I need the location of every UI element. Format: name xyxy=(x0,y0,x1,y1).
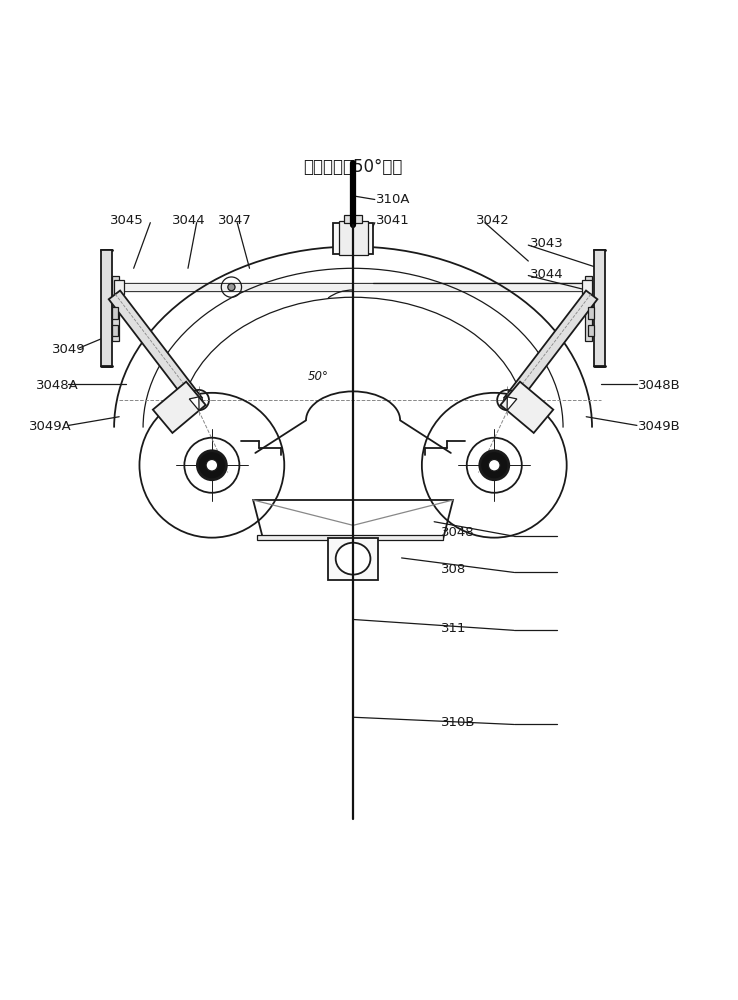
Text: 3041: 3041 xyxy=(376,214,410,227)
Circle shape xyxy=(503,396,511,404)
Text: 3043: 3043 xyxy=(530,237,564,250)
Text: 3049A: 3049A xyxy=(29,420,72,433)
Bar xyxy=(328,538,379,580)
Text: 3042: 3042 xyxy=(476,214,510,227)
Bar xyxy=(101,250,112,366)
Bar xyxy=(588,307,594,319)
Polygon shape xyxy=(507,397,517,411)
Text: 屏蔽体张开50°状态: 屏蔽体张开50°状态 xyxy=(303,158,403,176)
Circle shape xyxy=(206,459,218,471)
Bar xyxy=(114,280,124,294)
Text: 3048A: 3048A xyxy=(36,379,79,392)
Bar xyxy=(333,223,373,254)
Polygon shape xyxy=(500,382,554,433)
Text: 3049B: 3049B xyxy=(638,420,681,433)
Bar xyxy=(594,250,605,366)
Bar xyxy=(112,325,118,336)
Polygon shape xyxy=(108,291,202,406)
Bar xyxy=(584,276,592,341)
Text: 3048: 3048 xyxy=(441,526,475,539)
Text: 3047: 3047 xyxy=(218,214,252,227)
Text: 310B: 310B xyxy=(441,716,476,729)
Text: 311: 311 xyxy=(441,622,467,635)
Bar xyxy=(588,325,594,336)
Polygon shape xyxy=(189,397,199,411)
Bar xyxy=(582,280,592,294)
Polygon shape xyxy=(153,382,206,433)
Bar xyxy=(112,307,118,319)
Text: 3044: 3044 xyxy=(530,268,563,281)
Text: 310A: 310A xyxy=(376,193,411,206)
Text: 3044: 3044 xyxy=(172,214,206,227)
Bar xyxy=(257,535,443,540)
Text: 3045: 3045 xyxy=(110,214,143,227)
Bar xyxy=(112,276,119,341)
Text: 3049: 3049 xyxy=(52,343,86,356)
Polygon shape xyxy=(114,283,592,291)
Circle shape xyxy=(196,396,202,404)
Circle shape xyxy=(197,451,227,480)
Text: 308: 308 xyxy=(441,563,466,576)
Circle shape xyxy=(228,283,235,291)
Bar xyxy=(339,221,368,255)
Text: 3048B: 3048B xyxy=(638,379,681,392)
Polygon shape xyxy=(504,291,598,406)
Text: 50°: 50° xyxy=(308,370,328,383)
Bar xyxy=(345,215,362,223)
Ellipse shape xyxy=(336,543,370,575)
Circle shape xyxy=(489,459,500,471)
Circle shape xyxy=(480,451,508,480)
